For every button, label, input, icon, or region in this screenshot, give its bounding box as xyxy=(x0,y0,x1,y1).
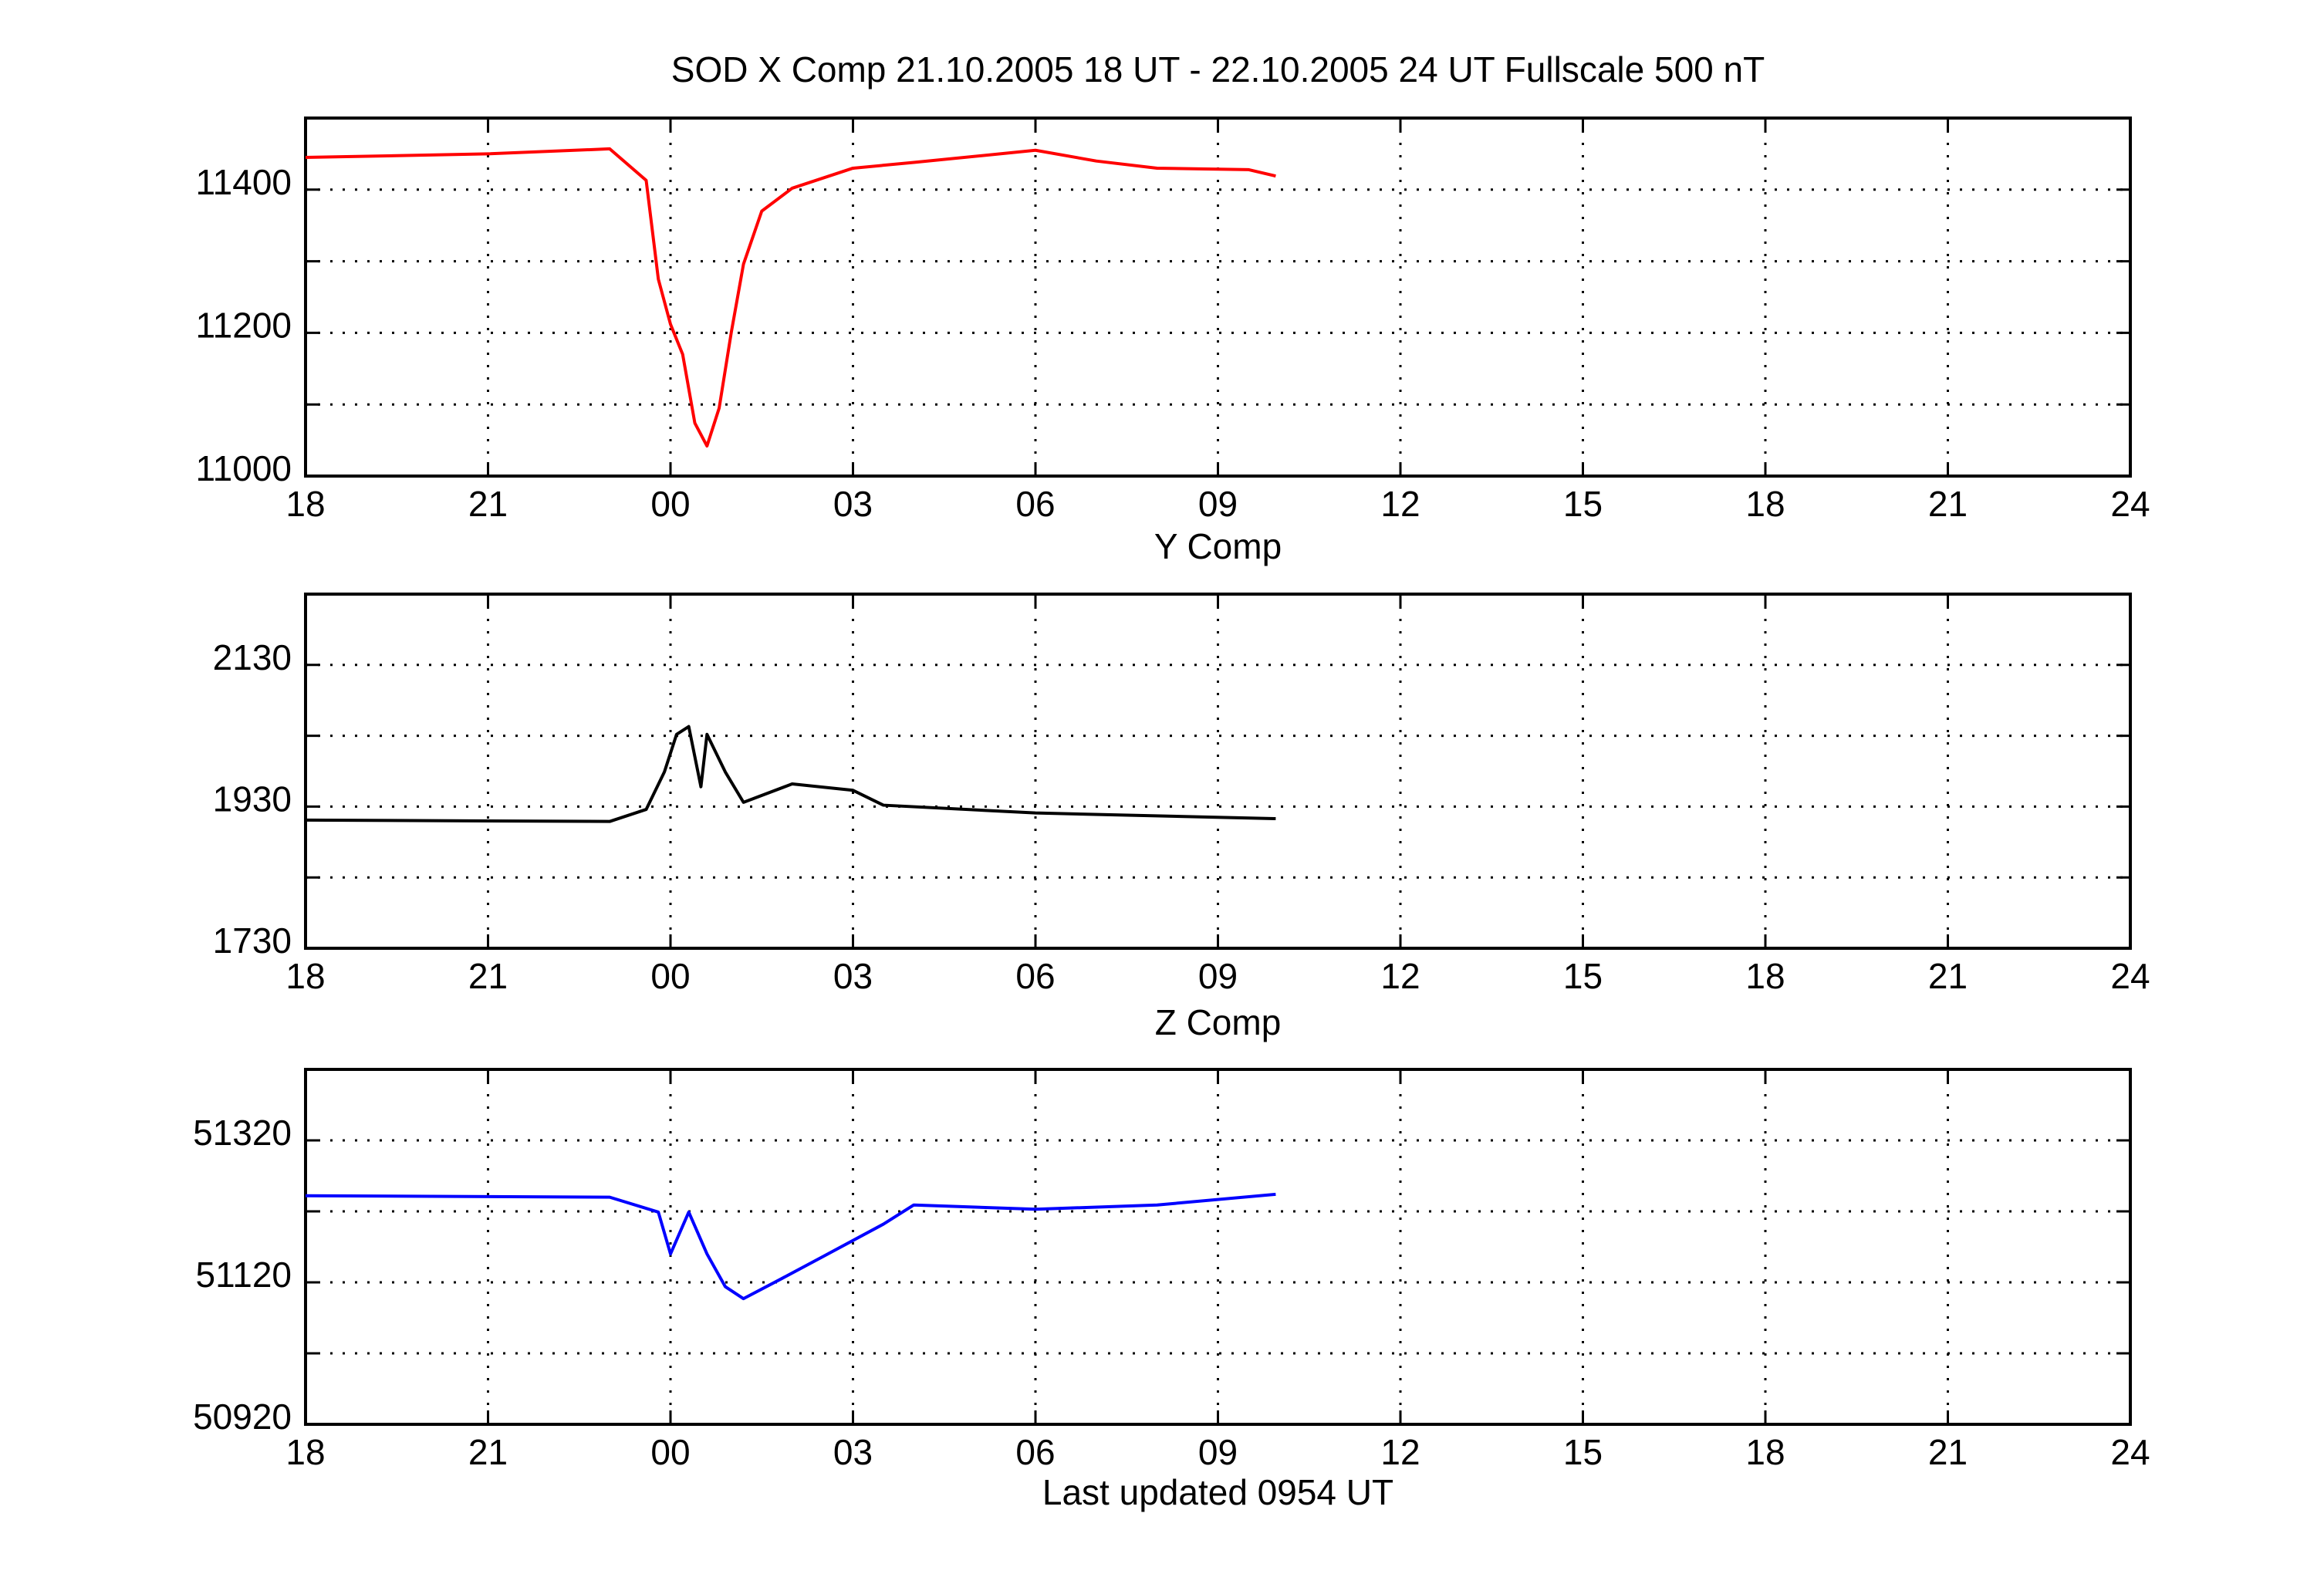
data-line xyxy=(305,1192,1276,1301)
x-tick-label: 15 xyxy=(1563,1432,1603,1472)
x-tick-label: 18 xyxy=(285,1432,325,1472)
x-tick-label: 12 xyxy=(1380,484,1420,524)
y-tick-label: 50920 xyxy=(193,1397,292,1437)
x-tick-label: 18 xyxy=(1745,484,1785,524)
annotation: Last updated 0954 UT xyxy=(1042,1472,1393,1512)
chart-title: Z Comp xyxy=(1155,1002,1282,1042)
x-tick-label: 09 xyxy=(1198,1432,1238,1472)
y-tick-label: 11400 xyxy=(195,162,292,202)
plot-frame xyxy=(304,117,2132,478)
x-tick-label: 00 xyxy=(650,956,690,996)
y-tick-label: 11200 xyxy=(195,306,292,346)
chart-title: SOD X Comp 21.10.2005 18 UT - 22.10.2005… xyxy=(671,49,1765,90)
x-tick-label: 21 xyxy=(468,956,508,996)
y-tick-label: 1930 xyxy=(213,779,292,819)
y-tick-label: 1730 xyxy=(213,920,292,961)
x-tick-label: 00 xyxy=(650,484,690,524)
x-tick-label: 12 xyxy=(1380,956,1420,996)
x-tick-label: 21 xyxy=(1928,956,1968,996)
plot-frame xyxy=(304,593,2132,950)
x-tick-label: 00 xyxy=(650,1432,690,1472)
plot-frame xyxy=(304,1068,2132,1426)
y-tick-label: 11000 xyxy=(195,448,292,488)
x-tick-label: 15 xyxy=(1563,956,1603,996)
x-tick-label: 09 xyxy=(1198,484,1238,524)
x-tick-label: 06 xyxy=(1015,1432,1055,1472)
x-tick-label: 18 xyxy=(1745,1432,1785,1472)
x-tick-label: 21 xyxy=(468,1432,508,1472)
x-tick-label: 18 xyxy=(285,956,325,996)
x-tick-label: 06 xyxy=(1015,956,1055,996)
x-tick-label: 06 xyxy=(1015,484,1055,524)
x-tick-label: 18 xyxy=(1745,956,1785,996)
x-tick-label: 03 xyxy=(833,484,873,524)
data-line xyxy=(305,147,1276,448)
y-tick-label: 2130 xyxy=(213,637,292,677)
x-tick-label: 03 xyxy=(833,956,873,996)
x-tick-label: 15 xyxy=(1563,484,1603,524)
x-tick-label: 24 xyxy=(2110,956,2150,996)
chart-title: Y Comp xyxy=(1154,526,1282,566)
x-tick-label: 24 xyxy=(2110,484,2150,524)
x-tick-label: 24 xyxy=(2110,1432,2150,1472)
data-line xyxy=(305,725,1276,823)
x-tick-label: 21 xyxy=(1928,1432,1968,1472)
x-tick-label: 21 xyxy=(468,484,508,524)
x-tick-label: 21 xyxy=(1928,484,1968,524)
y-tick-label: 51320 xyxy=(193,1113,292,1153)
x-tick-label: 18 xyxy=(285,484,325,524)
x-tick-label: 03 xyxy=(833,1432,873,1472)
x-tick-label: 09 xyxy=(1198,956,1238,996)
y-tick-label: 51120 xyxy=(195,1255,292,1295)
x-tick-label: 12 xyxy=(1380,1432,1420,1472)
